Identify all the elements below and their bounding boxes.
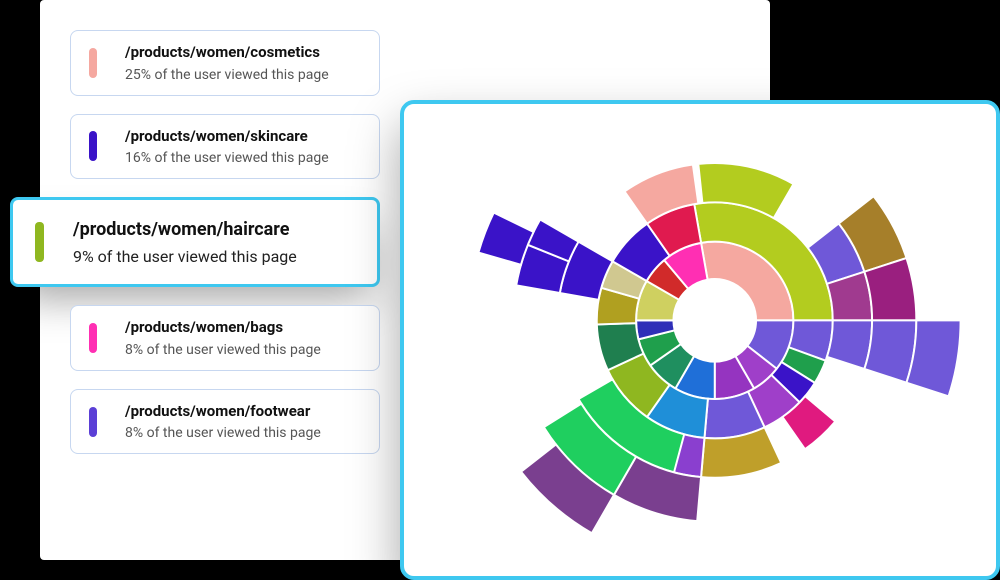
item-subtext: 16% of the user viewed this page	[125, 150, 363, 166]
list-item[interactable]: /products/women/cosmetics 25% of the user…	[70, 30, 380, 96]
item-subtext: 9% of the user viewed this page	[73, 247, 357, 266]
item-path: /products/women/footwear	[125, 402, 363, 422]
item-subtext: 8% of the user viewed this page	[125, 425, 363, 441]
list-item[interactable]: /products/women/bags 8% of the user viewe…	[70, 305, 380, 371]
item-subtext: 25% of the user viewed this page	[125, 67, 363, 83]
sunburst-card	[400, 100, 1000, 580]
list-item[interactable]: /products/women/skincare 16% of the user …	[70, 114, 380, 180]
item-path: /products/women/haircare	[73, 218, 357, 241]
page-list: /products/women/cosmetics 25% of the user…	[70, 30, 380, 454]
item-path: /products/women/bags	[125, 318, 363, 338]
list-item[interactable]: /products/women/footwear 8% of the user v…	[70, 389, 380, 455]
color-swatch	[89, 407, 97, 437]
sunburst-segment[interactable]	[827, 320, 872, 369]
color-swatch	[89, 323, 97, 353]
list-item[interactable]: /products/women/haircare 9% of the user v…	[10, 197, 380, 287]
item-path: /products/women/skincare	[125, 127, 363, 147]
sunburst-chart	[404, 104, 996, 576]
color-swatch	[89, 131, 97, 161]
stage: /products/women/cosmetics 25% of the user…	[0, 0, 1000, 580]
item-path: /products/women/cosmetics	[125, 43, 363, 63]
color-swatch	[89, 48, 97, 78]
color-swatch	[35, 222, 44, 262]
item-subtext: 8% of the user viewed this page	[125, 342, 363, 358]
sunburst-center	[673, 279, 756, 362]
